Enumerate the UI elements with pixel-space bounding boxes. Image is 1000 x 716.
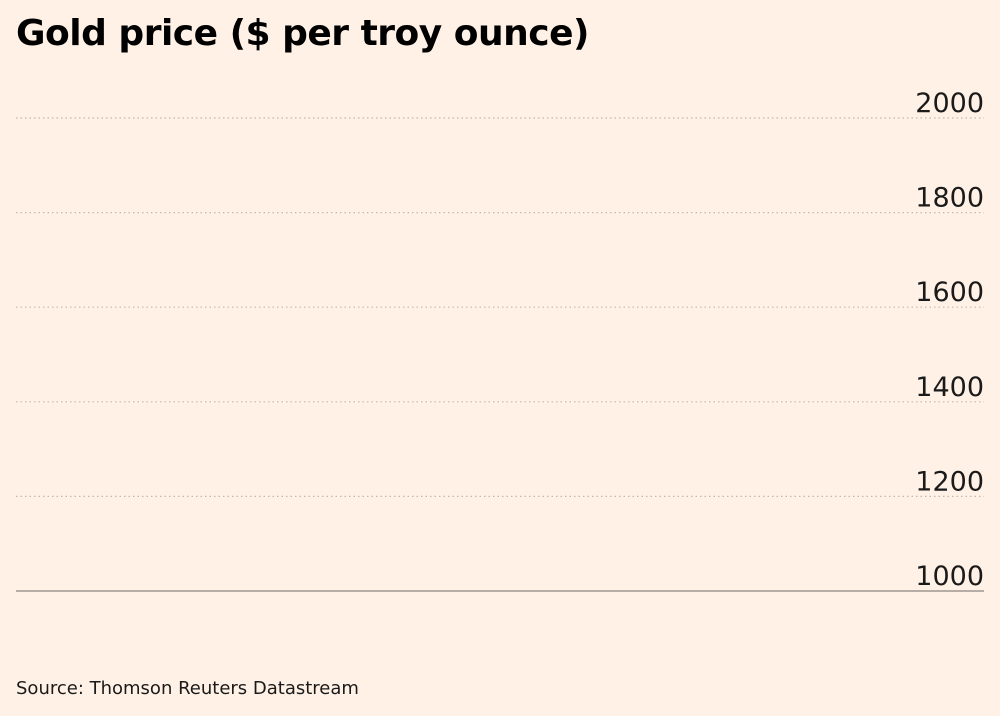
y-axis-ticks: 2000 1800 1600 1400 1200 1000	[915, 88, 984, 592]
source-note: Source: Thomson Reuters Datastream	[16, 678, 359, 699]
chart-title: Gold price ($ per troy ounce)	[16, 13, 589, 54]
y-tick-label-2000: 2000	[915, 88, 984, 119]
y-tick-label-1000: 1000	[915, 561, 984, 592]
y-tick-label-1400: 1400	[915, 372, 984, 403]
gridlines	[16, 117, 984, 592]
y-tick-label-1800: 1800	[915, 183, 984, 214]
plot-area: 2000 1800 1600 1400 1200 1000	[16, 88, 984, 592]
y-tick-label-1200: 1200	[915, 466, 984, 497]
y-tick-label-1600: 1600	[915, 277, 984, 308]
